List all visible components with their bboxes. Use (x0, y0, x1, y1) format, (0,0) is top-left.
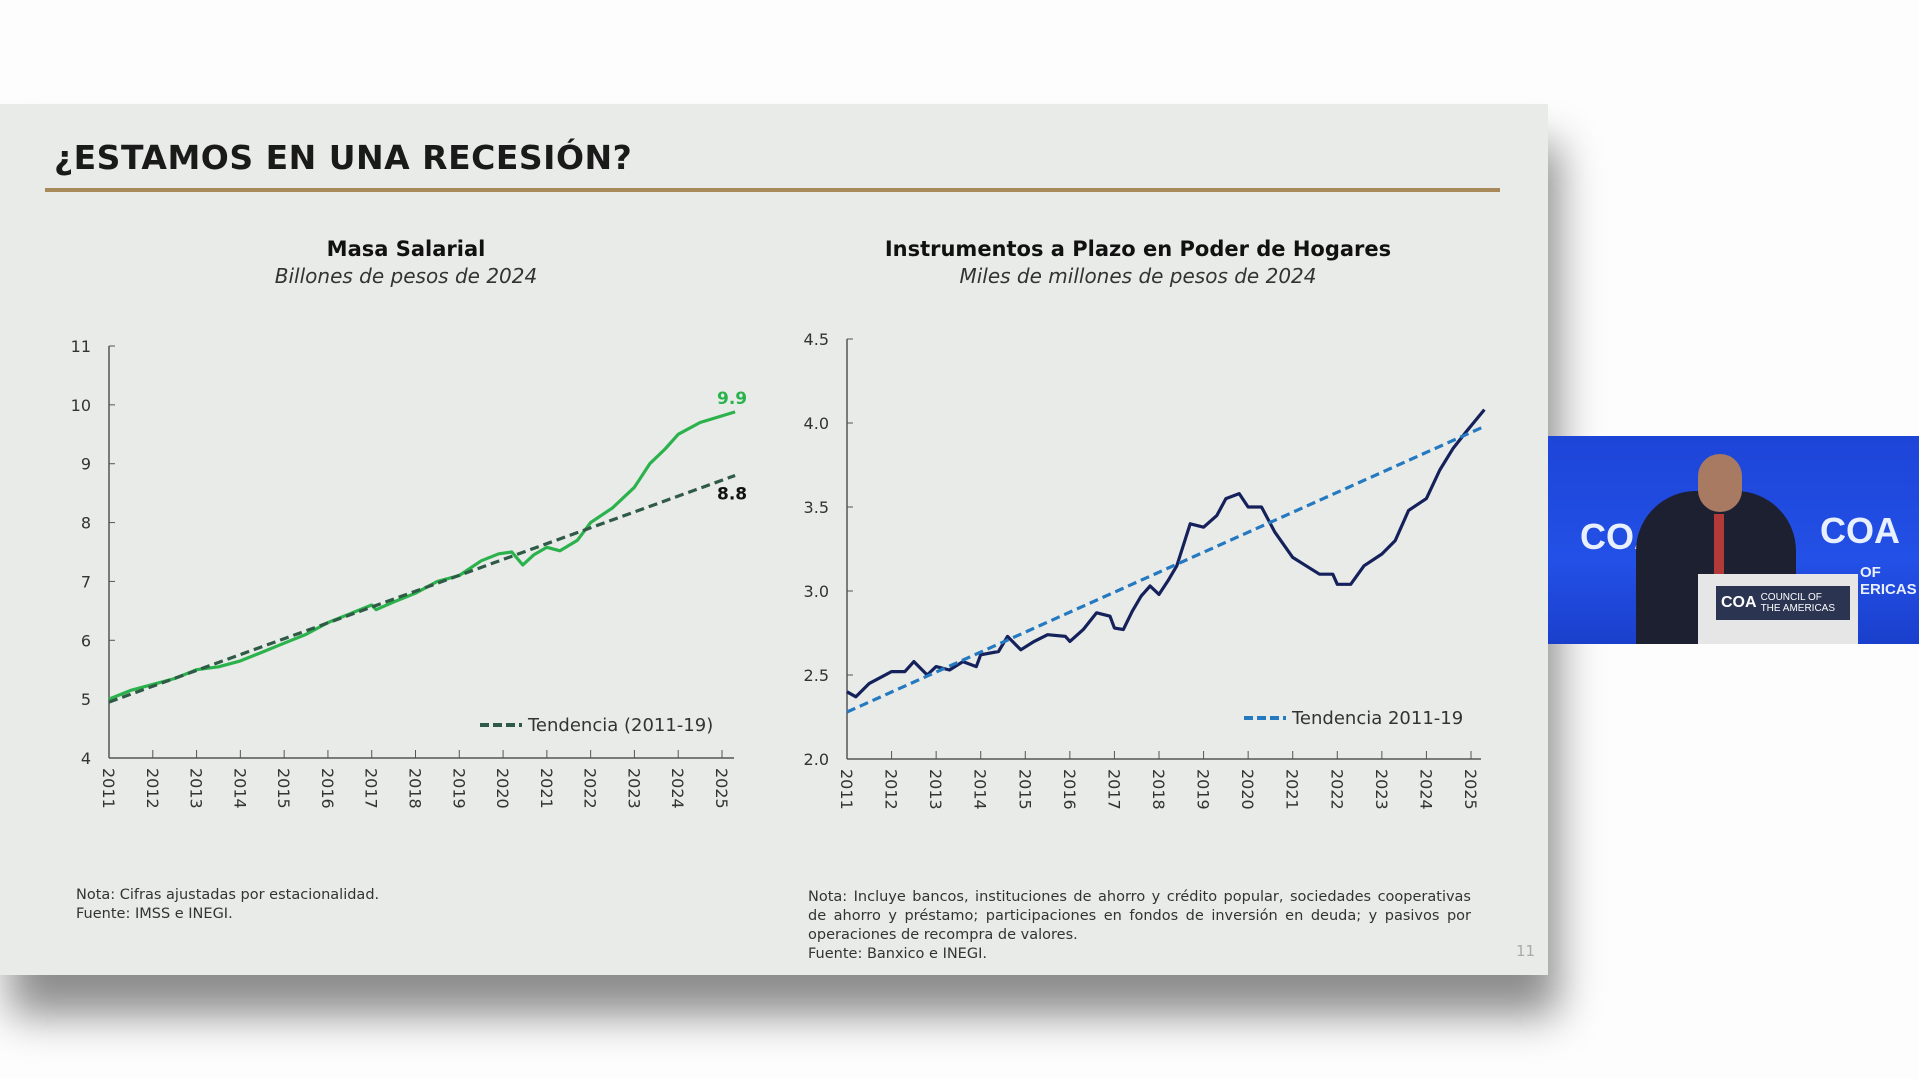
backdrop-logo-right: COA (1820, 510, 1900, 551)
x-tick-label: 2013 (187, 768, 206, 809)
x-tick-label: 2024 (668, 768, 687, 809)
y-tick-label: 9 (81, 455, 91, 474)
y-tick-label: 7 (81, 572, 91, 591)
y-tick-label: 6 (81, 631, 91, 650)
legend-label: Tendencia 2011-19 (1291, 708, 1463, 729)
right-chart-notes: Nota: Incluye bancos, instituciones de a… (808, 888, 1471, 964)
x-tick-label: 2020 (493, 768, 512, 809)
y-tick-label: 2.0 (804, 750, 829, 769)
x-tick-label: 2011 (99, 768, 118, 809)
x-tick-label: 2023 (1372, 769, 1391, 810)
left-note: Nota: Cifras ajustadas por estacionalida… (76, 887, 380, 903)
x-tick-label: 2014 (230, 768, 249, 809)
chart-0: 4 5 6 7 8 9 10 11 2011 2012 2013 2014 2015 2016 2017 20… (71, 337, 747, 809)
x-tick-label: 2019 (1194, 769, 1213, 810)
x-tick-label: 2023 (624, 768, 643, 809)
x-tick-label: 2022 (581, 768, 600, 809)
trend-line (108, 473, 736, 704)
chart-1: 2.0 2.5 3.0 3.5 4.0 4.5 2011 2012 2013 2014 2015 20… (804, 330, 1486, 810)
data-line (846, 408, 1486, 699)
y-tick-label: 3.0 (804, 582, 829, 601)
y-tick-label: 5 (81, 690, 91, 709)
x-tick-label: 2013 (926, 769, 945, 810)
x-tick-label: 2018 (406, 768, 425, 809)
page-number: 11 (1516, 942, 1536, 960)
y-tick-label: 2.5 (804, 666, 829, 685)
x-tick-label: 2012 (143, 768, 162, 809)
x-tick-label: 2016 (1060, 769, 1079, 810)
x-tick-label: 2016 (318, 768, 337, 809)
podium-sign: COA COUNCIL OF THE AMERICAS (1716, 586, 1850, 620)
x-tick-label: 2017 (1104, 769, 1123, 810)
x-tick-label: 2025 (712, 768, 731, 809)
end-value-label: 9.9 (717, 389, 747, 409)
y-tick-label: 4.0 (804, 414, 829, 433)
x-tick-label: 2011 (837, 769, 856, 810)
y-tick-label: 11 (71, 337, 91, 356)
left-chart-title: Masa Salarial (326, 237, 486, 261)
x-tick-label: 2020 (1238, 769, 1257, 810)
speaker-head (1698, 454, 1742, 512)
x-tick-label: 2012 (882, 769, 901, 810)
backdrop-partial-text: OF ERICAS (1860, 564, 1917, 598)
right-source: Fuente: Banxico e INEGI. (808, 946, 987, 962)
legend-label: Tendencia (2011-19) (527, 715, 713, 736)
podium-logo: COA (1721, 594, 1757, 611)
slide-title: ¿ESTAMOS EN UNA RECESIÓN? (54, 138, 633, 177)
y-tick-label: 8 (81, 514, 91, 533)
presentation-slide: ¿ESTAMOS EN UNA RECESIÓN? Masa Salarial … (0, 104, 1548, 975)
right-chart-title: Instrumentos a Plazo en Poder de Hogares (884, 237, 1392, 261)
x-tick-label: 2021 (537, 768, 556, 809)
x-tick-label: 2015 (1015, 769, 1034, 810)
title-divider (45, 188, 1500, 192)
end-value-label: 8.8 (717, 484, 747, 504)
left-chart-subtitle: Billones de pesos de 2024 (274, 264, 538, 288)
data-line (108, 410, 736, 701)
right-chart-subtitle: Miles de millones de pesos de 2024 (959, 264, 1317, 288)
y-tick-label: 4 (81, 749, 91, 768)
x-tick-label: 2014 (971, 769, 990, 810)
x-tick-label: 2018 (1149, 769, 1168, 810)
podium-text: COUNCIL OF THE AMERICAS (1760, 592, 1836, 614)
speaker-tie (1714, 514, 1724, 574)
x-tick-label: 2019 (449, 768, 468, 809)
x-tick-label: 2022 (1327, 769, 1346, 810)
y-tick-label: 10 (71, 396, 91, 415)
x-tick-label: 2017 (362, 768, 381, 809)
right-note: Nota: Incluye bancos, instituciones de a… (808, 889, 1471, 943)
x-tick-label: 2015 (274, 768, 293, 809)
y-tick-label: 4.5 (804, 330, 829, 349)
y-tick-label: 3.5 (804, 498, 829, 517)
x-tick-label: 2025 (1461, 769, 1480, 810)
x-tick-label: 2021 (1283, 769, 1302, 810)
speaker-video-thumbnail[interactable]: COA COA OF ERICAS COA COUNCIL OF THE AME… (1548, 436, 1919, 644)
x-tick-label: 2024 (1416, 769, 1435, 810)
left-chart-notes: Nota: Cifras ajustadas por estacionalida… (76, 886, 576, 924)
left-source: Fuente: IMSS e INEGI. (76, 906, 233, 922)
trend-line (846, 424, 1486, 714)
